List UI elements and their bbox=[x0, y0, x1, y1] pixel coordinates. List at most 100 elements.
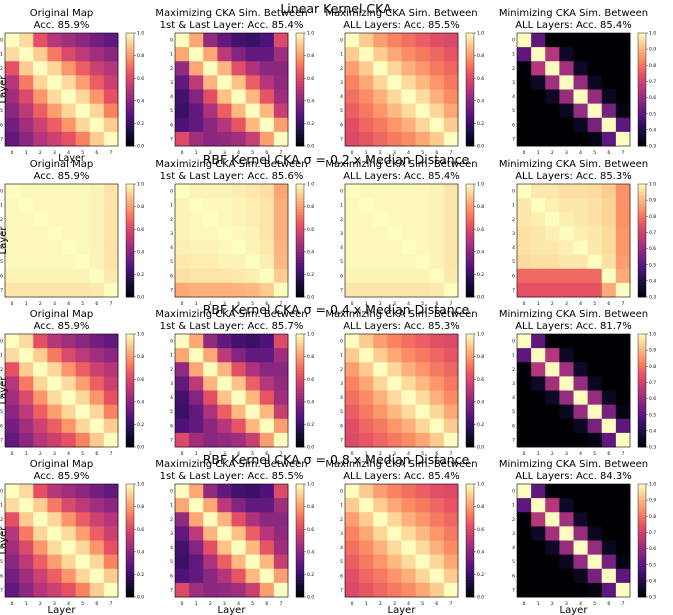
colorbar-segment bbox=[296, 61, 304, 65]
heatmap-cell bbox=[345, 89, 360, 105]
heatmap-cell bbox=[203, 103, 218, 119]
y-tick-label: 3 bbox=[0, 381, 3, 387]
heatmap-cell bbox=[517, 418, 532, 434]
colorbar-tick-label: 0.5 bbox=[649, 262, 656, 268]
heatmap-cell bbox=[103, 362, 119, 377]
heatmap-cell bbox=[415, 390, 431, 406]
colorbar-segment bbox=[126, 72, 134, 76]
heatmap-cell bbox=[203, 184, 218, 199]
colorbar-segment bbox=[638, 548, 646, 553]
heatmap-cell bbox=[231, 348, 247, 363]
heatmap-cell bbox=[443, 362, 459, 377]
x-tick-label: 6 bbox=[607, 451, 610, 457]
colorbar-segment bbox=[126, 129, 134, 133]
heatmap-cell bbox=[359, 484, 374, 499]
x-tick-label: 6 bbox=[435, 150, 438, 156]
colorbar-segment bbox=[466, 517, 474, 522]
colorbar-segment bbox=[126, 382, 134, 386]
heatmap-cell bbox=[203, 376, 218, 391]
heatmap-cell bbox=[175, 103, 190, 119]
heatmap-cell bbox=[273, 33, 289, 48]
colorbar-segment bbox=[638, 117, 646, 121]
heatmap-cell bbox=[61, 376, 77, 391]
heatmap-cell bbox=[401, 540, 417, 556]
x-axis-label: Layer bbox=[560, 605, 589, 615]
heatmap-cell bbox=[601, 498, 617, 513]
heatmap-cell bbox=[573, 526, 589, 541]
colorbar-segment bbox=[296, 106, 304, 110]
heatmap-cell bbox=[373, 254, 388, 270]
colorbar-segment bbox=[466, 594, 474, 598]
colorbar-segment bbox=[466, 52, 474, 56]
colorbar-segment bbox=[126, 61, 134, 65]
heatmap-cell bbox=[443, 512, 459, 527]
x-tick-label: 4 bbox=[407, 601, 410, 607]
heatmap-cell bbox=[259, 268, 275, 284]
colorbar-segment bbox=[638, 540, 646, 544]
heatmap-cell bbox=[89, 390, 105, 406]
heatmap-cell bbox=[231, 61, 247, 76]
heatmap-cell bbox=[175, 348, 190, 363]
colorbar-segment bbox=[296, 246, 304, 250]
y-tick-label: 2 bbox=[0, 217, 3, 223]
heatmap-cell bbox=[103, 498, 119, 513]
y-tick-label: 3 bbox=[170, 531, 173, 537]
heatmap-cell bbox=[545, 254, 560, 270]
heatmap-cell bbox=[89, 568, 105, 584]
heatmap-cell bbox=[33, 240, 48, 256]
heatmap-cell bbox=[33, 404, 48, 420]
heatmap-cell bbox=[345, 212, 360, 227]
y-tick-label: 1 bbox=[170, 203, 173, 209]
heatmap-cell bbox=[217, 376, 232, 391]
heatmap-cell bbox=[531, 484, 546, 499]
colorbar-segment bbox=[126, 418, 134, 422]
y-tick-label: 1 bbox=[170, 52, 173, 58]
heatmap-cell bbox=[587, 212, 603, 227]
heatmap-cell bbox=[5, 540, 20, 556]
colorbar-segment bbox=[466, 64, 474, 68]
colorbar-segment bbox=[466, 212, 474, 216]
colorbar-tick-label: 0.8 bbox=[649, 214, 656, 220]
colorbar-segment bbox=[466, 523, 474, 527]
colorbar-segment bbox=[466, 97, 474, 102]
heatmap-cell bbox=[401, 240, 417, 256]
heatmap-cell bbox=[33, 512, 48, 527]
x-tick-label: 5 bbox=[421, 601, 424, 607]
heatmap-cell bbox=[587, 61, 603, 76]
colorbar-segment bbox=[126, 424, 134, 428]
colorbar-segment bbox=[296, 336, 304, 341]
colorbar-segment bbox=[126, 571, 134, 575]
heatmap-cell bbox=[273, 348, 289, 363]
heatmap-cell bbox=[531, 404, 546, 420]
heatmap-cell bbox=[231, 198, 247, 213]
colorbar-segment bbox=[296, 432, 304, 437]
heatmap-cell bbox=[531, 390, 546, 406]
heatmap-cell bbox=[401, 498, 417, 513]
heatmap-cell bbox=[189, 184, 204, 199]
heatmap-cell bbox=[273, 212, 289, 227]
heatmap-cell bbox=[231, 240, 247, 256]
colorbar-segment bbox=[638, 92, 646, 96]
colorbar-segment bbox=[126, 140, 134, 144]
heatmap-cell bbox=[47, 89, 62, 105]
heatmap-cell bbox=[189, 554, 204, 570]
heatmap-cell bbox=[587, 240, 603, 256]
heatmap-cell bbox=[573, 254, 589, 270]
heatmap-cell bbox=[103, 61, 119, 76]
colorbar-segment bbox=[466, 509, 474, 513]
heatmap-cell bbox=[5, 432, 20, 448]
heatmap-cell bbox=[89, 268, 105, 284]
x-tick-label: 1 bbox=[195, 451, 198, 457]
heatmap-cell bbox=[443, 226, 459, 241]
heatmap-cell bbox=[359, 498, 374, 513]
y-tick-label: 2 bbox=[512, 367, 515, 373]
heatmap-cell bbox=[175, 512, 190, 527]
heatmap-cell bbox=[373, 61, 388, 76]
heatmap-cell bbox=[33, 376, 48, 391]
colorbar-tick-label: 0.8 bbox=[477, 53, 484, 59]
heatmap-cell bbox=[373, 582, 388, 598]
heatmap-cell bbox=[587, 418, 603, 434]
colorbar-segment bbox=[638, 232, 646, 236]
colorbar-segment bbox=[126, 203, 134, 208]
heatmap-cell bbox=[217, 282, 232, 298]
